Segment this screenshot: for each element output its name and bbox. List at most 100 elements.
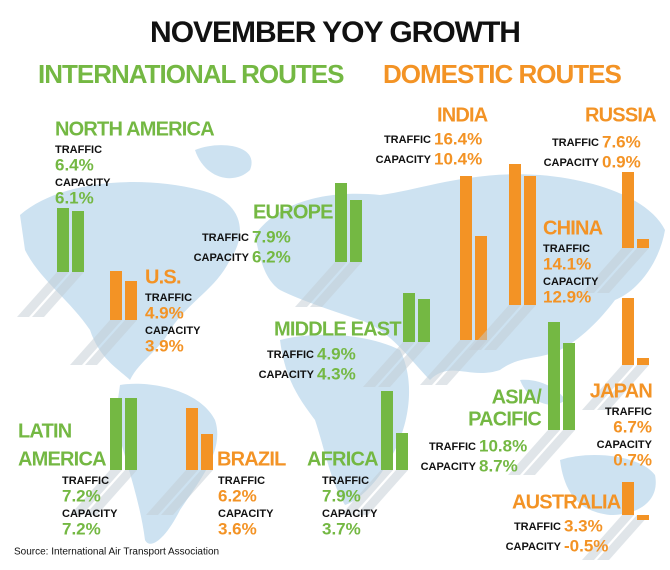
bar-shadow: [17, 272, 69, 317]
value-label: 6.2%: [252, 247, 291, 266]
region-name: RUSSIA: [585, 104, 656, 126]
bar-shadow: [85, 470, 137, 515]
bar-shadow: [582, 365, 634, 410]
bar-shadow: [597, 515, 649, 560]
value-label: 3.9%: [145, 336, 184, 355]
measure-label: TRAFFIC: [543, 243, 590, 255]
region-name: BRAZIL: [217, 448, 286, 470]
region: ASIA/PACIFIC TRAFFIC 10.8%CAPACITY 8.7%: [421, 322, 575, 475]
value-label: 4.9%: [317, 344, 356, 363]
measure-label: CAPACITY: [62, 508, 118, 520]
region-name: JAPAN: [590, 380, 653, 402]
source-note: Source: International Air Transport Asso…: [14, 547, 219, 558]
bar: [418, 299, 430, 342]
measure-label: CAPACITY: [506, 541, 562, 553]
value-label: 10.4%: [434, 149, 482, 168]
bar-shadow: [582, 515, 634, 560]
bar: [637, 515, 649, 520]
bar: [622, 172, 634, 248]
bar: [381, 391, 393, 470]
measure-label: CAPACITY: [145, 325, 201, 337]
region: EUROPE TRAFFIC 7.9%CAPACITY 6.2%: [194, 183, 362, 307]
region-name: CHINA: [543, 217, 603, 239]
value-label: 4.3%: [317, 364, 356, 383]
bar: [110, 398, 122, 470]
bar-shadow: [295, 262, 347, 307]
bar: [125, 281, 137, 320]
value-label: 3.6%: [218, 519, 257, 538]
bar-shadow: [356, 470, 408, 515]
bar-shadow: [597, 248, 649, 293]
measure-label: TRAFFIC: [145, 292, 192, 304]
bar-shadow: [469, 305, 521, 350]
value-label: 16.4%: [434, 129, 482, 148]
value-label: 7.2%: [62, 486, 101, 505]
bar: [72, 211, 84, 272]
bar: [637, 358, 649, 365]
bar: [110, 271, 122, 320]
region-name: INDIA: [437, 104, 488, 126]
measure-label: CAPACITY: [194, 252, 250, 264]
group-legend: DOMESTIC ROUTES: [383, 59, 621, 89]
bar: [186, 408, 198, 470]
bar: [548, 322, 560, 430]
measure-label: CAPACITY: [421, 461, 477, 473]
value-label: 7.9%: [252, 227, 291, 246]
value-label: 0.9%: [602, 152, 641, 171]
bar: [563, 343, 575, 430]
region-name: NORTH AMERICA: [55, 118, 214, 140]
bar-shadow: [70, 320, 122, 365]
measure-label: CAPACITY: [259, 369, 315, 381]
measure-label: CAPACITY: [376, 154, 432, 166]
bar-shadow: [435, 340, 487, 385]
measure-label: TRAFFIC: [62, 475, 109, 487]
value-label: 6.7%: [613, 417, 652, 436]
region-name: LATIN: [18, 420, 72, 442]
region-name: AFRICA: [307, 448, 378, 470]
bar-shadow: [363, 342, 415, 387]
bar-shadow: [582, 248, 634, 293]
bar: [403, 293, 415, 342]
measure-label: TRAFFIC: [55, 144, 102, 156]
group-legend: INTERNATIONAL ROUTES: [38, 59, 344, 89]
measure-label: CAPACITY: [322, 508, 378, 520]
bar: [201, 434, 213, 470]
value-label: 7.9%: [322, 486, 361, 505]
bar: [57, 208, 69, 272]
measure-label: TRAFFIC: [202, 232, 249, 244]
measure-label: TRAFFIC: [552, 137, 599, 149]
measure-label: TRAFFIC: [429, 441, 476, 453]
bar-shadow: [420, 340, 472, 385]
measure-label: CAPACITY: [544, 157, 600, 169]
bar-shadow: [508, 430, 560, 475]
region: INDIA TRAFFIC 16.4%CAPACITY 10.4%: [376, 104, 489, 385]
measure-label: TRAFFIC: [514, 521, 561, 533]
value-label: 6.4%: [55, 155, 94, 174]
bar: [396, 433, 408, 470]
region-name: ASIA/: [492, 386, 543, 408]
region-name: PACIFIC: [468, 408, 541, 430]
measure-label: TRAFFIC: [605, 406, 652, 418]
region-name: AMERICA: [18, 448, 106, 470]
region-name: MIDDLE EAST: [274, 318, 401, 340]
bar-shadow: [161, 470, 213, 515]
value-label: 0.7%: [613, 450, 652, 469]
measure-label: TRAFFIC: [218, 475, 265, 487]
value-label: 3.7%: [322, 519, 361, 538]
value-label: -0.5%: [564, 536, 608, 555]
region-name: EUROPE: [253, 201, 333, 223]
value-label: 7.6%: [602, 132, 641, 151]
bar: [637, 239, 649, 248]
bar-shadow: [523, 430, 575, 475]
bar-shadow: [32, 272, 84, 317]
bar-shadow: [85, 320, 137, 365]
value-label: 8.7%: [479, 456, 518, 475]
bar: [622, 298, 634, 365]
value-label: 6.2%: [218, 486, 257, 505]
measure-label: CAPACITY: [543, 276, 599, 288]
